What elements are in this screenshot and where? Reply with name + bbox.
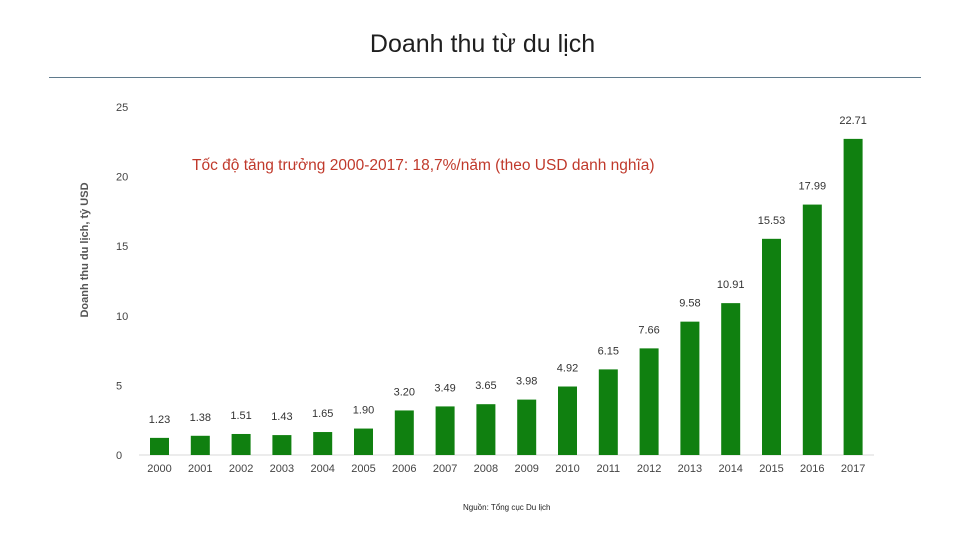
bar-2008 (476, 404, 496, 455)
data-label-2012: 7.66 (638, 324, 659, 336)
x-tick-label-2001: 2001 (188, 463, 212, 475)
data-label-2013: 9.58 (679, 298, 700, 310)
bar-2013 (680, 321, 700, 455)
x-tick-label-2000: 2000 (147, 463, 171, 475)
x-tick-label-2012: 2012 (637, 463, 661, 475)
x-tick-label-2003: 2003 (270, 463, 294, 475)
data-label-2017: 22.71 (839, 115, 867, 127)
bar-2005 (354, 428, 373, 455)
x-tick-label-2005: 2005 (351, 463, 375, 475)
x-tick-label-2016: 2016 (800, 463, 824, 475)
data-label-2014: 10.91 (717, 279, 745, 291)
bar-2016 (802, 204, 822, 455)
x-tick-label-2007: 2007 (433, 463, 457, 475)
source-note: Nguồn: Tổng cục Du lịch (463, 503, 551, 512)
bar-2015 (762, 238, 781, 455)
x-tick-label-2008: 2008 (474, 463, 498, 475)
data-label-2004: 1.65 (312, 408, 333, 420)
bar-2017 (843, 138, 863, 455)
bar-2003 (272, 435, 292, 455)
growth-annotation: Tốc độ tăng trưởng 2000-2017: 18,7%/năm … (192, 157, 655, 174)
data-label-2003: 1.43 (271, 411, 292, 423)
y-tick-label: 25 (116, 102, 128, 114)
y-tick-label: 20 (116, 172, 128, 184)
bar-2006 (394, 410, 414, 455)
data-label-2001: 1.38 (190, 412, 211, 424)
y-tick-label: 5 (116, 380, 122, 392)
x-tick-label-2006: 2006 (392, 463, 416, 475)
x-tick-label-2002: 2002 (229, 463, 253, 475)
title-divider (49, 77, 921, 78)
bar-2011 (598, 369, 618, 455)
y-tick-label: 0 (116, 450, 122, 462)
data-label-2016: 17.99 (799, 181, 827, 193)
bar-2002 (231, 433, 251, 455)
y-tick-labels: 0 5 10 15 20 25 (116, 102, 128, 462)
data-label-2008: 3.65 (475, 380, 496, 392)
data-label-2002: 1.51 (230, 410, 251, 422)
data-label-2009: 3.98 (516, 376, 537, 388)
bar-2009 (517, 399, 537, 455)
data-label-2000: 1.23 (149, 414, 170, 426)
y-tick-label: 15 (116, 241, 128, 253)
data-labels: 1.23 1.38 1.51 1.43 1.65 1.90 3.20 3.49 3.65 3.98… (149, 115, 867, 426)
bar-2004 (313, 432, 333, 455)
x-tick-label-2009: 2009 (514, 463, 538, 475)
x-tick-label-2017: 2017 (841, 463, 865, 475)
x-tick-label-2013: 2013 (678, 463, 702, 475)
bar-2000 (150, 437, 169, 455)
slide-title: Doanh thu từ du lịch (369, 30, 596, 58)
bar-2012 (639, 348, 659, 455)
bar-2007 (435, 406, 455, 455)
y-axis-label: Doanh thu du lịch, tỷ USD (79, 182, 91, 317)
bar-2010 (558, 386, 577, 455)
x-tick-label-2014: 2014 (718, 463, 742, 475)
data-label-2010: 4.92 (557, 363, 578, 375)
x-tick-label-2015: 2015 (759, 463, 783, 475)
data-label-2011: 6.15 (598, 345, 619, 357)
data-label-2006: 3.20 (394, 386, 415, 398)
data-label-2007: 3.49 (434, 382, 455, 394)
y-tick-label: 10 (116, 311, 128, 323)
x-tick-label-2010: 2010 (555, 463, 579, 475)
data-label-2015: 15.53 (758, 215, 786, 227)
bars (150, 138, 863, 455)
x-tick-label-2004: 2004 (310, 463, 334, 475)
bar-2014 (721, 303, 741, 455)
bar-2001 (190, 435, 210, 455)
x-tick-label-2011: 2011 (596, 463, 620, 475)
x-tick-labels: 2000 2001 2002 2003 2004 2005 2006 2007 2008 2009… (147, 463, 865, 475)
data-label-2005: 1.90 (353, 405, 374, 417)
